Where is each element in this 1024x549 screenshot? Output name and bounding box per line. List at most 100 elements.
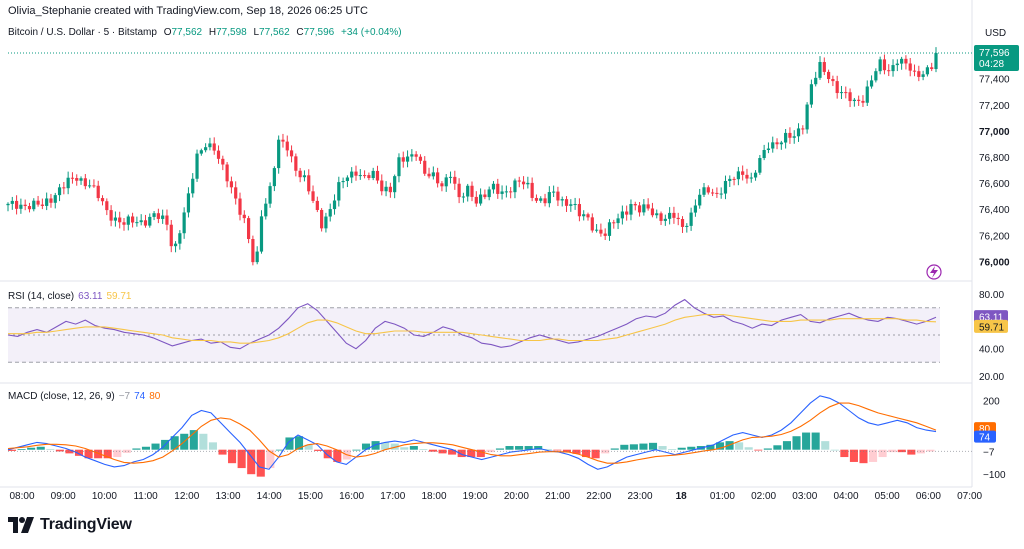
signal-badge-value: 80 <box>979 424 991 435</box>
candle <box>822 57 826 76</box>
candle <box>461 192 466 203</box>
macd-histogram-bar <box>849 449 858 462</box>
candle-body <box>320 209 324 229</box>
candle <box>277 135 281 174</box>
candle <box>332 194 337 215</box>
candle-body <box>191 178 195 194</box>
candle <box>792 130 796 144</box>
candle <box>431 166 435 180</box>
candle-body <box>496 183 500 194</box>
rsi-tick-label: 40.00 <box>979 345 1004 356</box>
candle <box>307 169 311 195</box>
candle <box>539 196 543 203</box>
candle-body <box>908 63 912 71</box>
macd-histogram-bar <box>170 436 179 450</box>
candle <box>393 174 397 199</box>
candle <box>766 142 771 154</box>
candle-body <box>208 143 212 148</box>
candle-body <box>27 206 32 210</box>
rsi-legend[interactable]: RSI (14, close) 63.11 59.71 <box>8 291 131 302</box>
candle <box>19 198 23 214</box>
macd-histogram-bar <box>677 447 686 450</box>
candle <box>79 176 83 185</box>
time-tick-label: 18 <box>676 491 688 502</box>
candle <box>375 165 380 184</box>
candle <box>100 195 105 206</box>
candle <box>861 95 865 107</box>
candle-body <box>491 183 496 190</box>
candle <box>251 235 255 266</box>
high-value: 77,598 <box>216 27 247 38</box>
candle <box>826 69 831 84</box>
candle-body <box>788 132 792 138</box>
candle-body <box>315 200 319 210</box>
candle-body <box>698 194 702 206</box>
macd-histogram-bar <box>572 449 581 454</box>
candle <box>818 56 822 80</box>
candle-body <box>758 158 762 173</box>
time-tick-label: 01:00 <box>710 491 735 502</box>
candle <box>156 208 160 224</box>
macd-histogram-bar <box>304 444 313 450</box>
candle-body <box>234 187 238 199</box>
macd-histogram-bar <box>448 449 457 455</box>
candle-body <box>625 211 629 215</box>
macd-histogram-bar <box>735 442 744 450</box>
candle-body <box>302 175 307 178</box>
macd-histogram-bar <box>361 443 371 450</box>
candle <box>225 161 229 188</box>
macd-histogram-bar <box>658 446 667 450</box>
candle-body <box>710 192 715 194</box>
candle-body <box>88 185 92 187</box>
candle <box>736 166 740 186</box>
currency-label[interactable]: USD <box>985 28 1007 39</box>
candle <box>607 219 612 241</box>
candle <box>753 170 758 181</box>
candle <box>496 178 500 199</box>
macd-histogram-bar <box>620 444 629 450</box>
candle-body <box>912 70 917 72</box>
macd-legend[interactable]: MACD (close, 12, 26, 9) −7 74 80 <box>8 391 160 402</box>
candle <box>891 59 895 77</box>
candle <box>178 230 182 250</box>
candle-body <box>839 92 844 94</box>
macd-histogram-bar <box>419 449 428 451</box>
candle <box>612 219 616 229</box>
candle-body <box>900 58 904 64</box>
candle-body <box>745 174 749 179</box>
candle <box>491 181 496 194</box>
candle <box>487 186 491 201</box>
symbol-name[interactable]: Bitcoin / U.S. Dollar · 5 · Bitstamp <box>8 27 157 38</box>
open-label: O <box>163 27 172 38</box>
candle <box>350 167 354 184</box>
tradingview-logo[interactable]: TradingView <box>8 516 132 534</box>
rsi-ma-legend-value: 59.71 <box>106 291 132 302</box>
candle-body <box>891 65 895 72</box>
candle-body <box>801 128 805 130</box>
candle <box>582 210 586 221</box>
time-tick-label: 22:00 <box>586 491 611 502</box>
candle <box>470 181 474 202</box>
candle <box>367 172 371 181</box>
candle <box>530 177 534 202</box>
candle <box>693 199 698 217</box>
macd-histogram-bar <box>534 446 543 450</box>
candle <box>457 178 461 204</box>
candle-body <box>337 182 341 201</box>
candle <box>655 209 659 219</box>
candle <box>328 203 332 222</box>
candle <box>814 71 818 87</box>
candle-body <box>161 215 165 219</box>
candle-body <box>130 216 135 223</box>
macd-histogram-bar <box>859 449 868 464</box>
candle-body <box>474 196 478 204</box>
candle <box>139 214 143 226</box>
candle-body <box>40 204 44 206</box>
candle <box>723 175 728 200</box>
candle-body <box>844 92 848 94</box>
candle <box>354 165 358 181</box>
candle <box>380 174 384 196</box>
candle-body <box>882 59 887 71</box>
macd-histogram-bar <box>409 446 418 450</box>
